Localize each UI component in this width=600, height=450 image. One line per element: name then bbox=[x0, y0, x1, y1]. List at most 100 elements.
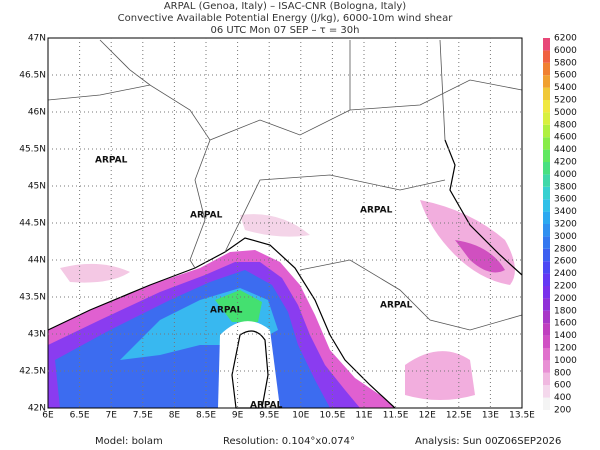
border bbox=[99, 39, 446, 141]
border bbox=[299, 259, 523, 331]
border bbox=[209, 79, 523, 141]
lon-label: 11E bbox=[355, 411, 372, 421]
lon-label: 8.5E bbox=[196, 411, 216, 421]
colorbar-label: 3200 bbox=[554, 220, 577, 230]
colorbar-cell bbox=[543, 310, 550, 324]
title-line: ARPAL (Genoa, Italy) – ISAC-CNR (Bologna… bbox=[164, 1, 406, 12]
colorbar-cell bbox=[543, 149, 550, 162]
lon-label: 12E bbox=[419, 411, 436, 421]
field-shade bbox=[455, 240, 505, 273]
colorbar-label: 1000 bbox=[554, 356, 577, 366]
lon-label: 11.5E bbox=[383, 411, 409, 421]
title-line: Convective Available Potential Energy (J… bbox=[118, 13, 454, 24]
colorbar-label: 5600 bbox=[554, 71, 577, 81]
colorbar-label: 5000 bbox=[554, 108, 577, 118]
lat-label: 44N bbox=[28, 256, 46, 266]
colorbar-label: 3400 bbox=[554, 207, 577, 217]
lat-label: 43N bbox=[28, 330, 46, 340]
colorbar-label: 600 bbox=[554, 381, 571, 391]
lat-label: 43.5N bbox=[19, 293, 46, 303]
colorbar-cell bbox=[543, 137, 550, 150]
colorbar-cell bbox=[543, 162, 550, 175]
colorbar-cell bbox=[543, 360, 550, 373]
coastline bbox=[47, 237, 396, 409]
lon-label: 7E bbox=[105, 411, 117, 421]
lat-label: 45N bbox=[28, 182, 46, 192]
watermark: ARPAL bbox=[380, 301, 413, 311]
lon-label: 10E bbox=[292, 411, 309, 421]
colorbar-label: 5800 bbox=[554, 58, 577, 68]
colorbar-cell bbox=[543, 50, 550, 63]
colorbar-cell bbox=[543, 385, 550, 398]
colorbar-cell bbox=[543, 174, 550, 187]
colorbar-label: 200 bbox=[554, 406, 571, 416]
colorbar-label: 1200 bbox=[554, 344, 577, 354]
colorbar-cell bbox=[543, 248, 550, 262]
lat-label: 47N bbox=[28, 34, 46, 44]
colorbar-cell bbox=[543, 100, 550, 113]
colorbar-label: 800 bbox=[554, 368, 571, 378]
lon-label: 6.5E bbox=[70, 411, 90, 421]
watermark: ARPAL bbox=[190, 211, 223, 221]
footer-analysis: Analysis: Sun 00Z06SEP2026 bbox=[415, 436, 561, 447]
colorbar-label: 6200 bbox=[554, 34, 577, 44]
colorbar-cell bbox=[543, 38, 550, 51]
colorbar-label: 5400 bbox=[554, 83, 577, 93]
lat-label: 42.5N bbox=[19, 367, 46, 377]
colorbar-cell bbox=[543, 75, 550, 88]
colorbar-label: 4200 bbox=[554, 158, 577, 168]
colorbar-cell bbox=[543, 261, 550, 274]
colorbar-label: 2200 bbox=[554, 282, 577, 292]
lat-label: 46N bbox=[28, 108, 46, 118]
field-shade bbox=[60, 263, 130, 283]
colorbar-label: 4400 bbox=[554, 145, 577, 155]
lon-label: 7.5E bbox=[133, 411, 153, 421]
lat-label: 45.5N bbox=[19, 145, 46, 155]
lon-label: 13E bbox=[482, 411, 499, 421]
coastline bbox=[444, 139, 523, 276]
colorbar-cell bbox=[543, 348, 550, 361]
lon-label: 10.5E bbox=[320, 411, 346, 421]
colorbar-cell bbox=[543, 273, 550, 286]
colorbar-label: 3600 bbox=[554, 195, 577, 205]
colorbar-label: 2400 bbox=[554, 269, 577, 279]
cape-field bbox=[48, 200, 515, 408]
borders bbox=[47, 39, 523, 331]
lat-label: 44.5N bbox=[19, 219, 46, 229]
lon-label: 12.5E bbox=[446, 411, 472, 421]
colorbar-label: 3800 bbox=[554, 182, 577, 192]
footer-model: Model: bolam bbox=[95, 436, 163, 447]
footer-resolution: Resolution: 0.104°x0.074° bbox=[223, 436, 355, 447]
colorbar-cell bbox=[543, 224, 550, 237]
colorbar-cell bbox=[543, 186, 550, 200]
field-shade bbox=[420, 200, 515, 285]
lon-label: 9.5E bbox=[259, 411, 279, 421]
colorbar-cell bbox=[543, 124, 550, 138]
colorbar-label: 3000 bbox=[554, 232, 577, 242]
colorbar-label: 6000 bbox=[554, 46, 577, 56]
colorbar-label: 5200 bbox=[554, 96, 577, 106]
lat-label: 42N bbox=[28, 404, 46, 414]
lon-label: 8E bbox=[169, 411, 181, 421]
colorbar-cell bbox=[543, 335, 550, 348]
colorbar-cell bbox=[543, 211, 550, 224]
colorbar-cell bbox=[543, 62, 550, 76]
colorbar-cell bbox=[543, 236, 550, 249]
lon-label: 6E bbox=[42, 411, 54, 421]
lon-label: 9E bbox=[232, 411, 244, 421]
colorbar-cell bbox=[543, 112, 550, 125]
field-shade bbox=[240, 214, 310, 237]
border bbox=[224, 174, 446, 253]
colorbar-cell bbox=[543, 286, 550, 299]
colorbar-label: 1800 bbox=[554, 306, 577, 316]
field-shade bbox=[215, 290, 262, 322]
colorbar-label: 2600 bbox=[554, 257, 577, 267]
colorbar-label: 4000 bbox=[554, 170, 577, 180]
colorbar-label: 4600 bbox=[554, 133, 577, 143]
colorbar-label: 400 bbox=[554, 393, 571, 403]
colorbar-cell bbox=[543, 298, 550, 311]
colorbar-label: 4800 bbox=[554, 120, 577, 130]
watermark: ARPAL bbox=[210, 306, 243, 316]
lon-label: 13.5E bbox=[509, 411, 535, 421]
